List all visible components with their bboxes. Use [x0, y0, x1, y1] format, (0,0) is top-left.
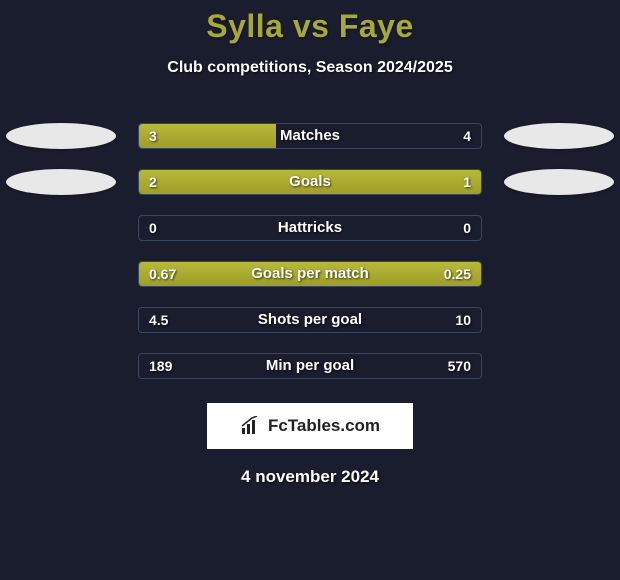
- page-title: Sylla vs Faye: [0, 8, 620, 45]
- stat-value-left: 4.5: [139, 308, 178, 332]
- stat-value-right: 4: [453, 124, 481, 148]
- bar-holder: Matches3 4: [138, 123, 482, 149]
- stat-value-right: 0: [453, 216, 481, 240]
- stat-value-left: 2: [139, 170, 167, 194]
- stat-label: Goals per match: [139, 262, 481, 286]
- stat-value-right: 0.25: [434, 262, 481, 286]
- chart-icon: [240, 416, 262, 436]
- stat-value-left: 3: [139, 124, 167, 148]
- stat-label: Min per goal: [139, 354, 481, 378]
- stat-row: Hattricks0 0: [0, 205, 620, 251]
- bar-holder: Min per goal189 570: [138, 353, 482, 379]
- player-oval-right: [504, 169, 614, 195]
- bar-holder: Goals2 1: [138, 169, 482, 195]
- stat-rows: Matches3 4 Goals2 1 Hattricks0 0 Goals per mat…: [0, 113, 620, 389]
- stat-row: Goals2 1: [0, 159, 620, 205]
- stat-label: Matches: [139, 124, 481, 148]
- stat-value-left: 189: [139, 354, 182, 378]
- player-oval-left: [6, 123, 116, 149]
- stat-row: Shots per goal4.5 10: [0, 297, 620, 343]
- brand-badge: FcTables.com: [207, 403, 413, 449]
- subtitle: Club competitions, Season 2024/2025: [0, 59, 620, 77]
- stat-row: Min per goal189 570: [0, 343, 620, 389]
- bar-holder: Goals per match0.67 0.25: [138, 261, 482, 287]
- date-label: 4 november 2024: [0, 467, 620, 487]
- stat-value-right: 570: [438, 354, 481, 378]
- stat-row: Goals per match0.67 0.25: [0, 251, 620, 297]
- comparison-chart: Sylla vs Faye Club competitions, Season …: [0, 0, 620, 487]
- stat-label: Shots per goal: [139, 308, 481, 332]
- stat-row: Matches3 4: [0, 113, 620, 159]
- stat-value-right: 10: [445, 308, 481, 332]
- stat-value-right: 1: [453, 170, 481, 194]
- stat-label: Hattricks: [139, 216, 481, 240]
- stat-value-left: 0.67: [139, 262, 186, 286]
- player-oval-left: [6, 169, 116, 195]
- brand-text: FcTables.com: [268, 416, 380, 436]
- player-oval-right: [504, 123, 614, 149]
- bar-holder: Shots per goal4.5 10: [138, 307, 482, 333]
- stat-value-left: 0: [139, 216, 167, 240]
- stat-label: Goals: [139, 170, 481, 194]
- bar-holder: Hattricks0 0: [138, 215, 482, 241]
